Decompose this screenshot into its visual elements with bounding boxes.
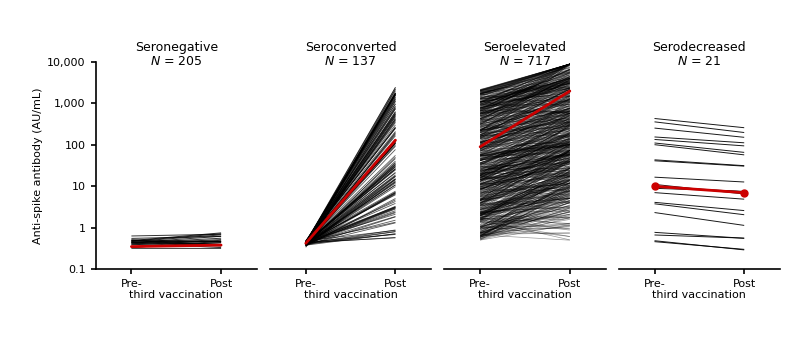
Text: Serodecreased: Serodecreased xyxy=(653,41,746,54)
Text: Seroconverted: Seroconverted xyxy=(305,41,396,54)
Text: Seronegative: Seronegative xyxy=(135,41,218,54)
X-axis label: third vaccination: third vaccination xyxy=(304,290,397,300)
Y-axis label: Anti-spike antibody (AU/mL): Anti-spike antibody (AU/mL) xyxy=(33,87,43,244)
Text: $\mathit{N}$ = 137: $\mathit{N}$ = 137 xyxy=(324,55,377,68)
Text: $\mathit{N}$ = 205: $\mathit{N}$ = 205 xyxy=(150,55,202,68)
X-axis label: third vaccination: third vaccination xyxy=(129,290,223,300)
Text: Seroelevated: Seroelevated xyxy=(483,41,567,54)
X-axis label: third vaccination: third vaccination xyxy=(478,290,572,300)
X-axis label: third vaccination: third vaccination xyxy=(653,290,747,300)
Text: $\mathit{N}$ = 717: $\mathit{N}$ = 717 xyxy=(499,55,552,68)
Text: $\mathit{N}$ = 21: $\mathit{N}$ = 21 xyxy=(677,55,722,68)
